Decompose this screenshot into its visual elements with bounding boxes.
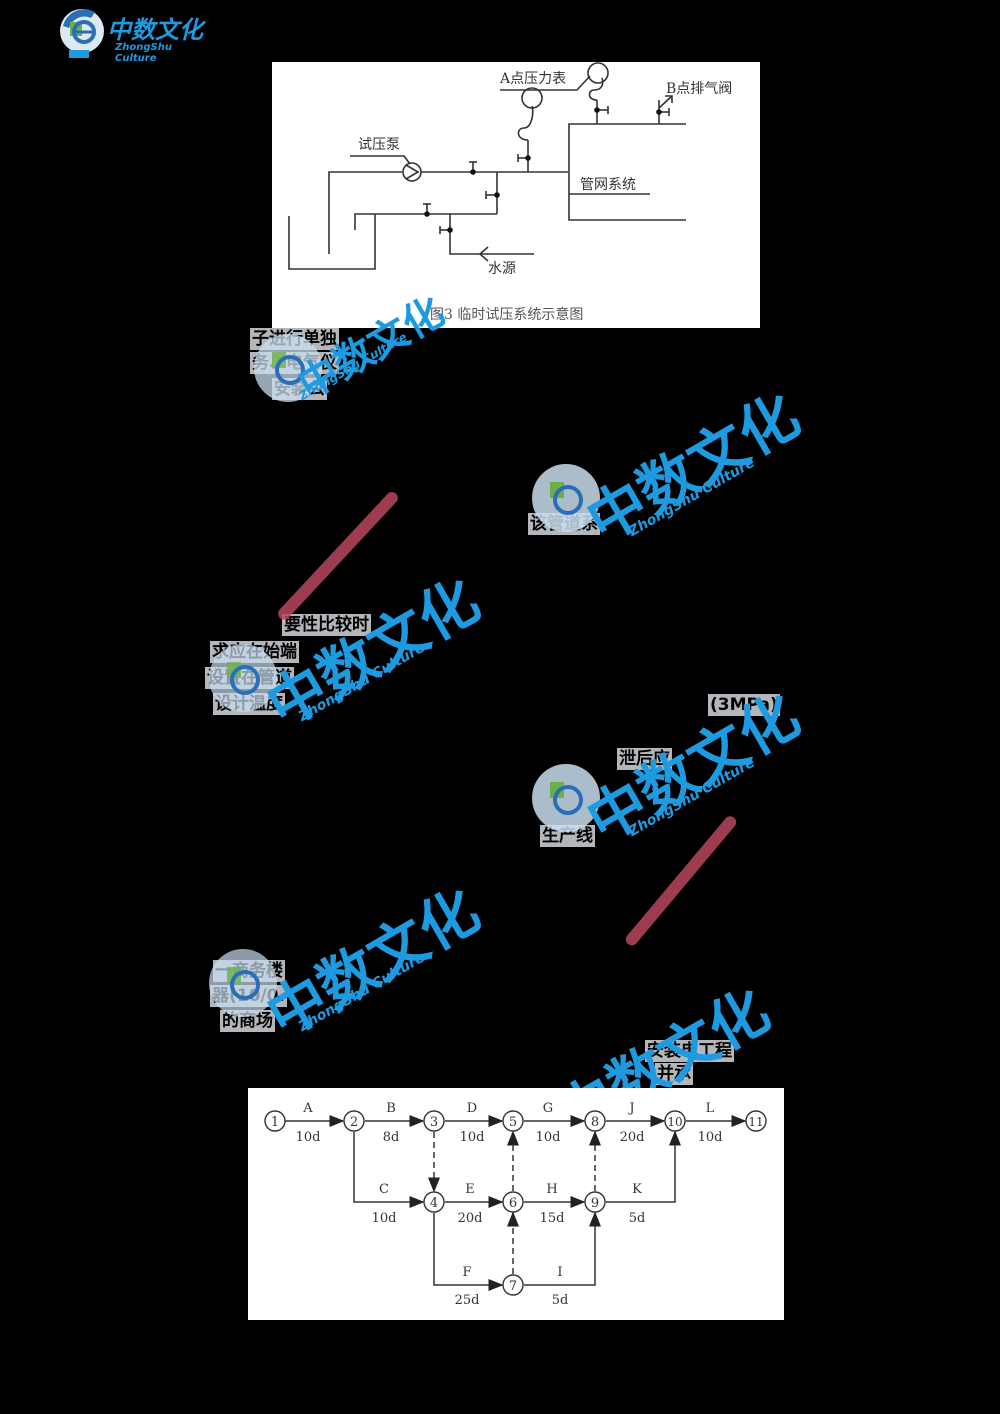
activity-duration: 5d	[552, 1293, 569, 1308]
watermark-globe-icon	[532, 764, 600, 832]
node-label: 4	[430, 1196, 438, 1211]
watermark-text: 中数文化	[575, 680, 811, 856]
node-label: 8	[591, 1115, 599, 1130]
activity-name: D	[467, 1101, 477, 1116]
activity-name: C	[379, 1182, 389, 1197]
node-label: 9	[591, 1196, 599, 1211]
figure3-panel: A点压力表 B点排气阀 试压泵 管网系统 水源 图3 临时试压系统示意图	[272, 62, 760, 328]
node-1	[264, 1110, 286, 1132]
activity-duration: 10d	[698, 1130, 723, 1145]
node-label: 5	[509, 1115, 517, 1130]
node-6	[502, 1191, 524, 1213]
network-diagram-panel: 1 2 3 4 5 6 7 8 9 10 11 A B C D E F G H …	[248, 1088, 784, 1320]
activity-duration: 10d	[372, 1211, 397, 1226]
label-water-source: 水源	[488, 261, 516, 277]
text-fragment: 安装电工程	[645, 1040, 734, 1062]
activity-name: H	[546, 1182, 557, 1197]
activity-duration: 10d	[460, 1130, 485, 1145]
logo-title: 中数文化	[107, 16, 203, 44]
activity-duration: 5d	[629, 1211, 646, 1226]
figure3-caption: 图3 临时试压系统示意图	[430, 307, 584, 323]
activity-name: A	[302, 1101, 313, 1116]
label-vent-valve-b: B点排气阀	[666, 81, 733, 97]
activity-name: J	[627, 1101, 634, 1116]
node-5	[502, 1110, 524, 1132]
text-fragment: 要性比较时	[282, 614, 371, 636]
text-fragment: (3MPa)	[708, 694, 780, 716]
node-label: 6	[509, 1196, 517, 1211]
text-fragment: 生产线	[540, 825, 595, 847]
node-3	[423, 1110, 445, 1132]
label-pipe-network: 管网系统	[580, 177, 636, 193]
label-test-pump: 试压泵	[358, 137, 400, 153]
activity-name: B	[386, 1101, 396, 1116]
text-fragment: 泄后应	[617, 748, 672, 770]
logo-subtitle: ZhongShu Culture	[115, 42, 172, 64]
site-logo: 中数文化 ZhongShu Culture	[55, 6, 215, 64]
node-10	[664, 1110, 686, 1132]
activity-name: F	[462, 1265, 471, 1280]
watermark-text: 中数文化	[255, 875, 491, 1051]
activity-name: E	[465, 1182, 475, 1197]
node-9	[584, 1191, 606, 1213]
watermark-text: 中数文化	[575, 380, 811, 556]
node-4	[423, 1191, 445, 1213]
activity-name: I	[557, 1265, 562, 1280]
label-pressure-gauge-a: A点压力表	[500, 71, 567, 87]
activity-duration: 10d	[536, 1130, 561, 1145]
globe-logo-icon	[60, 9, 104, 58]
node-2	[343, 1110, 365, 1132]
watermark-globe-icon	[209, 949, 277, 1017]
activity-duration: 8d	[383, 1130, 400, 1145]
node-11	[745, 1110, 767, 1132]
node-label: 11	[748, 1115, 763, 1129]
activity-duration: 20d	[620, 1130, 645, 1145]
watermark-text: 中数文化	[255, 565, 491, 741]
watermark-globe-icon	[254, 334, 322, 402]
node-label: 2	[350, 1115, 358, 1130]
text-fragment: 并承	[655, 1063, 693, 1085]
pressure-test-schematic	[288, 62, 686, 270]
network-diagram: 1 2 3 4 5 6 7 8 9 10 11 A B C D E F G H …	[264, 1101, 767, 1308]
activity-name: K	[632, 1182, 642, 1197]
node-label: 10	[667, 1115, 682, 1129]
activity-duration: 20d	[458, 1211, 483, 1226]
node-label: 3	[430, 1115, 438, 1130]
activity-name: G	[543, 1101, 553, 1116]
activity-duration: 10d	[296, 1130, 321, 1145]
activity-name: L	[706, 1101, 715, 1116]
activity-duration: 15d	[540, 1211, 565, 1226]
watermark-globe-icon	[209, 644, 277, 712]
activity-duration: 25d	[455, 1293, 480, 1308]
watermark-globe-icon	[532, 464, 600, 532]
node-label: 7	[509, 1279, 517, 1294]
node-label: 1	[271, 1115, 279, 1130]
node-7	[502, 1274, 524, 1296]
node-8	[584, 1110, 606, 1132]
